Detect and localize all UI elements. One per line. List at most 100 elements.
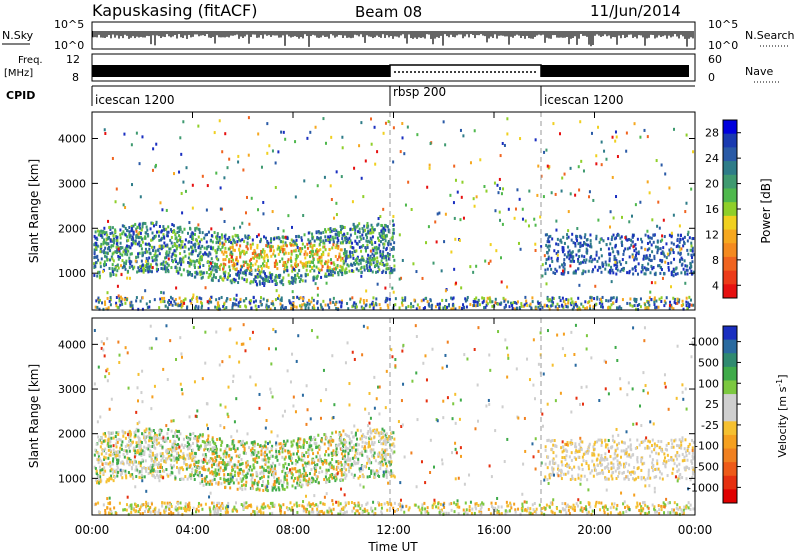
data-cell xyxy=(566,236,569,240)
data-cell xyxy=(322,250,325,254)
data-cell xyxy=(630,214,633,218)
data-cell xyxy=(390,247,393,251)
data-cell xyxy=(422,307,425,311)
data-cell xyxy=(369,427,372,431)
data-cell xyxy=(215,265,218,269)
data-cell xyxy=(318,260,321,264)
data-cell xyxy=(115,187,118,191)
data-cell xyxy=(108,476,111,480)
colorbar-swatch xyxy=(723,215,737,231)
data-cell xyxy=(180,243,183,247)
data-cell xyxy=(330,229,333,233)
freq-left-label-1: Freq. xyxy=(18,55,43,66)
data-cell xyxy=(669,251,672,255)
data-cell xyxy=(137,252,140,256)
data-cell xyxy=(519,307,522,311)
data-cell xyxy=(316,301,319,305)
data-cell xyxy=(274,472,277,476)
data-cell xyxy=(199,481,202,485)
data-cell xyxy=(174,474,177,478)
data-cell xyxy=(631,267,634,271)
data-cell xyxy=(308,481,311,485)
data-cell xyxy=(329,298,332,302)
data-cell xyxy=(137,255,140,259)
data-cell xyxy=(174,249,177,253)
data-cell xyxy=(680,271,683,275)
data-cell xyxy=(352,475,355,479)
data-cell xyxy=(106,237,109,241)
data-cell xyxy=(405,306,408,310)
data-cell xyxy=(337,273,340,277)
data-cell xyxy=(320,259,323,263)
data-cell xyxy=(246,471,249,475)
data-cell xyxy=(338,233,341,237)
data-cell xyxy=(342,455,345,459)
data-cell xyxy=(654,306,657,310)
data-cell xyxy=(603,149,606,153)
freq-left-label-2: [MHz] xyxy=(4,68,33,79)
data-cell xyxy=(148,300,151,304)
data-cell xyxy=(569,192,572,196)
data-cell xyxy=(176,465,179,469)
data-cell xyxy=(313,306,316,310)
data-cell xyxy=(126,253,129,257)
data-cell xyxy=(328,462,331,466)
data-cell xyxy=(131,307,134,311)
data-cell xyxy=(345,235,348,239)
data-cell xyxy=(521,217,524,221)
data-cell xyxy=(220,295,223,299)
data-cell xyxy=(644,272,647,276)
data-cell xyxy=(209,239,212,243)
data-cell xyxy=(345,267,348,271)
data-cell xyxy=(190,259,193,263)
data-cell xyxy=(361,258,364,262)
data-cell xyxy=(610,265,613,269)
data-cell xyxy=(262,467,265,471)
data-cell xyxy=(127,430,130,434)
data-cell xyxy=(305,268,308,272)
data-cell xyxy=(364,246,367,250)
data-cell xyxy=(390,236,393,240)
data-cell xyxy=(317,236,320,240)
data-cell xyxy=(370,471,373,475)
data-cell xyxy=(629,303,632,307)
data-cell xyxy=(233,463,236,467)
data-cell xyxy=(554,267,557,271)
data-cell xyxy=(292,276,295,280)
date-title: 11/Jun/2014 xyxy=(590,2,681,20)
data-cell xyxy=(311,476,314,480)
data-cell xyxy=(250,280,253,284)
data-cell xyxy=(309,130,312,134)
data-cell xyxy=(137,469,140,473)
data-cell xyxy=(563,270,566,274)
data-cell xyxy=(642,257,645,261)
data-cell xyxy=(191,245,194,249)
data-cell xyxy=(116,269,119,273)
freq-block-3 xyxy=(541,65,689,77)
data-cell xyxy=(105,307,108,311)
data-cell xyxy=(568,253,571,257)
data-cell xyxy=(229,279,232,283)
data-cell xyxy=(673,127,676,131)
data-cell xyxy=(331,246,334,250)
data-cell xyxy=(317,249,320,253)
data-cell xyxy=(216,306,219,310)
data-cell xyxy=(207,460,210,464)
data-cell xyxy=(362,244,365,248)
data-cell xyxy=(306,473,309,477)
data-cell xyxy=(398,306,401,310)
data-cell xyxy=(151,238,154,242)
data-cell xyxy=(381,231,384,235)
data-cell xyxy=(237,270,240,274)
data-cell xyxy=(311,237,314,241)
data-cell xyxy=(280,306,283,310)
data-cell xyxy=(121,476,124,480)
data-cell xyxy=(466,298,469,302)
data-cell xyxy=(275,448,278,452)
data-cell xyxy=(306,252,309,256)
data-cell xyxy=(679,251,682,255)
data-cell xyxy=(216,235,219,239)
data-cell xyxy=(620,240,623,244)
data-cell xyxy=(672,274,675,278)
data-cell xyxy=(213,262,216,266)
